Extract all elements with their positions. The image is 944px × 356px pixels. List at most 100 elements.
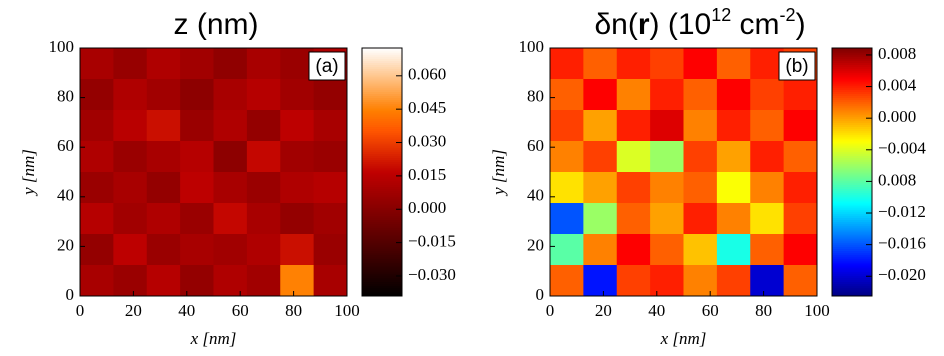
- panel-label-box: [308, 51, 346, 81]
- colorbar-segment: [832, 198, 872, 202]
- heatmap-cell: [146, 234, 181, 266]
- colorbar-segment: [362, 186, 402, 190]
- colorbar-segment: [832, 99, 872, 103]
- colorbar-segment: [362, 68, 402, 72]
- colorbar-segment: [832, 254, 872, 258]
- heatmap-cell: [246, 48, 281, 80]
- title-part: 12: [711, 5, 731, 25]
- colorbar-segment: [362, 192, 402, 196]
- colorbar-segment: [832, 91, 872, 94]
- colorbar-segment: [832, 132, 872, 136]
- colorbar-segment: [832, 54, 872, 57]
- colorbar-segment: [832, 186, 872, 190]
- colorbar-tick-label: 0.060: [408, 65, 446, 84]
- colorbar-segment: [832, 103, 872, 107]
- colorbar-segment: [832, 163, 872, 167]
- heatmap-cell: [716, 48, 751, 80]
- heatmap-cell: [616, 110, 651, 142]
- title-part: -2: [780, 5, 796, 25]
- colorbar-segment: [362, 287, 402, 291]
- heatmap-cell: [280, 79, 315, 111]
- colorbar-segment: [362, 112, 402, 115]
- colorbar-segment: [832, 95, 872, 99]
- heatmap-cell: [180, 110, 214, 142]
- heatmap-cell: [683, 48, 718, 80]
- colorbar-segment: [362, 66, 402, 70]
- colorbar-segment: [362, 136, 402, 140]
- colorbar-tick-label: 0.000: [878, 107, 916, 126]
- panel-label: (b): [785, 56, 808, 77]
- colorbar-segment: [362, 238, 402, 241]
- colorbar-segment: [362, 107, 402, 111]
- colorbar-segment: [362, 74, 402, 78]
- heatmap-cell: [716, 234, 751, 266]
- heatmap-cell: [616, 79, 651, 111]
- heatmap-cell: [146, 203, 181, 235]
- colorbar-segment: [362, 122, 402, 125]
- colorbar-segment: [832, 291, 872, 295]
- heatmap-cell: [750, 265, 785, 297]
- colorbar-segment: [362, 174, 402, 177]
- colorbar-segment: [362, 151, 402, 154]
- heatmap-cell: [583, 110, 618, 142]
- heatmap-cell: [583, 172, 618, 204]
- colorbar-segment: [362, 149, 402, 152]
- heatmap-cell: [113, 110, 148, 142]
- colorbar-segment: [832, 68, 872, 72]
- colorbar-segment: [832, 227, 872, 231]
- colorbar-segment: [832, 219, 872, 223]
- colorbar-segment: [832, 138, 872, 142]
- heatmap-cell: [783, 79, 818, 111]
- colorbar-segment: [362, 70, 402, 74]
- colorbar-segment: [832, 211, 872, 214]
- colorbar-segment: [362, 97, 402, 101]
- heatmap-cell: [313, 141, 348, 173]
- colorbar-segment: [832, 217, 872, 221]
- colorbar-segment: [832, 120, 872, 123]
- x-tick-label: 20: [125, 301, 142, 320]
- colorbar-segment: [832, 110, 872, 113]
- heatmap-cell: [280, 203, 315, 235]
- heatmap-cell: [750, 141, 785, 173]
- colorbar-tick-label: −0.016: [878, 234, 926, 253]
- colorbar-segment: [832, 97, 872, 101]
- colorbar-segment: [362, 265, 402, 268]
- colorbar-segment: [832, 194, 872, 198]
- colorbar-segment: [832, 240, 872, 243]
- colorbar-segment: [832, 62, 872, 66]
- heatmap-cell: [113, 172, 148, 204]
- plot-frame: [79, 47, 348, 297]
- heatmap-cell: [750, 172, 785, 204]
- colorbar-segment: [362, 178, 402, 181]
- y-tick-label: 40: [57, 186, 74, 205]
- heatmap-cell: [113, 141, 148, 173]
- heatmap-cell: [280, 265, 315, 297]
- x-tick-label: 40: [178, 301, 195, 320]
- colorbar-segment: [832, 252, 872, 256]
- colorbar-segment: [362, 256, 402, 260]
- colorbar-segment: [362, 283, 402, 287]
- heatmap-cell: [650, 141, 684, 173]
- colorbar-segment: [832, 76, 872, 80]
- y-tick-label: 20: [527, 235, 544, 254]
- heatmap-cell: [146, 265, 181, 297]
- colorbar-segment: [832, 262, 872, 266]
- colorbar-segment: [362, 194, 402, 198]
- colorbar-tick-label: 0.008: [878, 44, 916, 63]
- colorbar-segment: [362, 62, 402, 66]
- colorbar-segment: [832, 87, 872, 90]
- colorbar-segment: [832, 83, 872, 86]
- colorbar-segment: [832, 172, 872, 175]
- colorbar-segment: [362, 134, 402, 138]
- heatmap-cell: [650, 79, 684, 111]
- heatmap-cell: [550, 172, 584, 204]
- x-tick-label: 20: [595, 301, 612, 320]
- colorbar-segment: [362, 141, 402, 144]
- colorbar-segment: [832, 136, 872, 140]
- panel-label-box: [778, 51, 816, 81]
- colorbar-segment: [832, 134, 872, 138]
- colorbar-segment: [362, 190, 402, 194]
- heatmap-cell: [750, 110, 785, 142]
- colorbar-segment: [832, 234, 872, 237]
- colorbar-segment: [362, 48, 402, 51]
